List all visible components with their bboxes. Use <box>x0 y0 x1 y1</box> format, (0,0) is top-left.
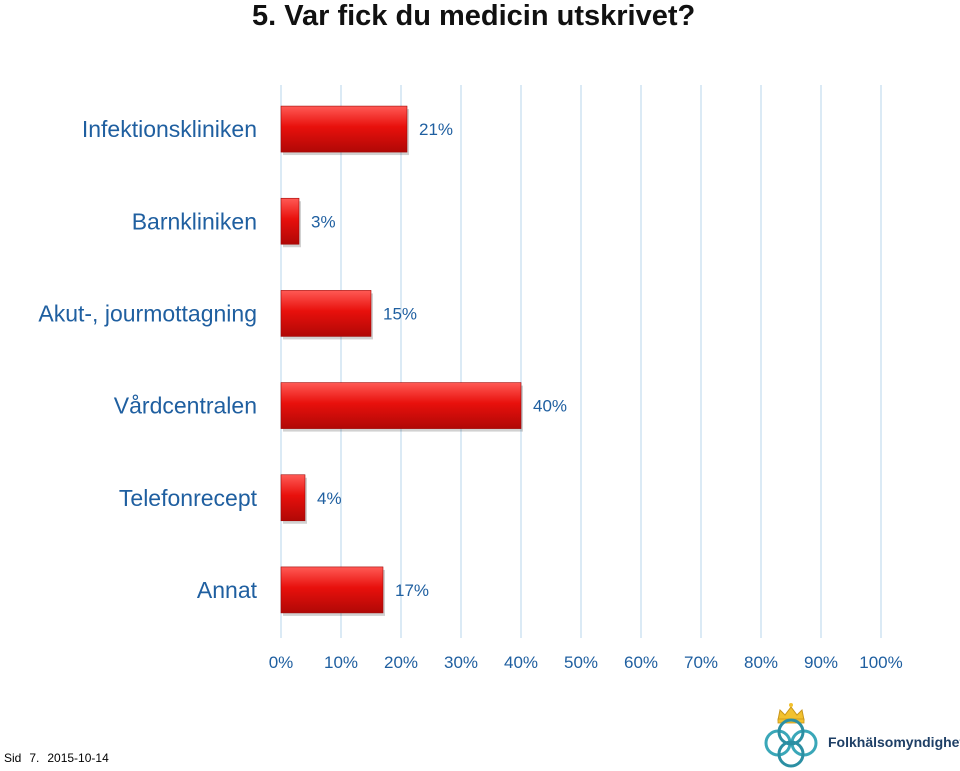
x-tick-label: 20% <box>384 653 418 672</box>
bar-chart: 0% 10% 20% 30% 40% 50% 60% 70% 80% 90% 100% Infekti… <box>38 85 903 672</box>
category-label: Infektionskliniken <box>82 116 257 142</box>
x-tick-label: 90% <box>804 653 838 672</box>
category-label: Akut-, jourmottagning <box>38 300 257 326</box>
page-label: Sid <box>4 751 22 765</box>
x-tick-label: 30% <box>444 653 478 672</box>
value-label: 17% <box>395 581 429 600</box>
x-tick-label: 80% <box>744 653 778 672</box>
x-tick-label: 70% <box>684 653 718 672</box>
x-tick-label: 0% <box>269 653 294 672</box>
logo-wordmark: Folkhälsomyndigheten <box>828 734 960 750</box>
x-tick-label: 100% <box>859 653 902 672</box>
footer-date: 2015-10-14 <box>47 751 109 765</box>
x-tick-label: 10% <box>324 653 358 672</box>
x-tick-label: 50% <box>564 653 598 672</box>
crown-knot-logo-icon <box>764 703 818 768</box>
bar <box>280 197 300 245</box>
bars <box>280 105 523 616</box>
value-label: 40% <box>533 397 567 416</box>
bar <box>280 474 306 522</box>
value-label: 3% <box>311 212 336 231</box>
bar <box>280 105 408 153</box>
agency-logo: Folkhälsomyndigheten <box>756 698 960 768</box>
page-title: 5. Var fick du medicin utskrivet? <box>252 0 696 32</box>
value-label: 21% <box>419 120 453 139</box>
gridlines <box>280 85 882 638</box>
value-label: 4% <box>317 489 342 508</box>
category-label: Barnkliniken <box>132 208 257 234</box>
bar <box>280 290 372 337</box>
bar <box>280 382 522 429</box>
x-tick-label: 60% <box>624 653 658 672</box>
value-label: 15% <box>383 304 417 323</box>
x-tick-label: 40% <box>504 653 538 672</box>
footer: Sid 7. 2015-10-14 <box>4 751 109 765</box>
labels: 0% 10% 20% 30% 40% 50% 60% 70% 80% 90% 100% Infekti… <box>38 116 902 672</box>
category-label: Annat <box>197 577 258 603</box>
category-label: Vårdcentralen <box>114 393 257 419</box>
page-number: 7. <box>29 751 40 765</box>
bar <box>280 566 384 614</box>
category-label: Telefonrecept <box>119 485 258 511</box>
